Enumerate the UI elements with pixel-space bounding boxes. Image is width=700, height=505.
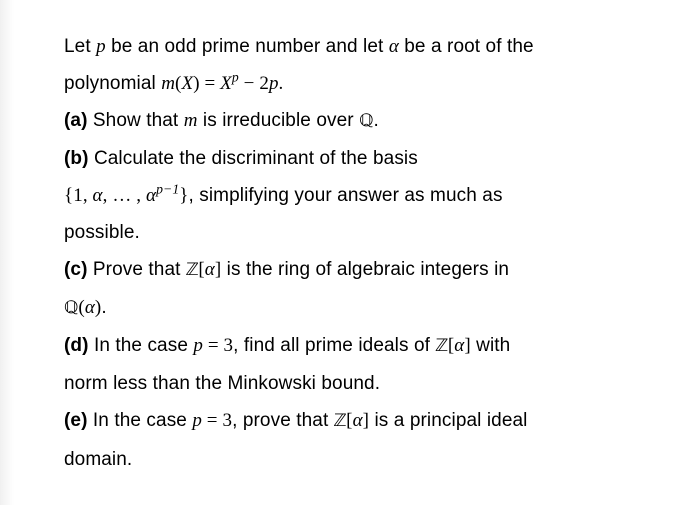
var-alpha: α [353,410,363,431]
eq3: = 3 [202,410,232,431]
var-X: X [220,73,232,94]
set-Z: ℤ [186,261,198,280]
var-alpha: α [205,259,215,280]
text: In the case [88,410,193,431]
one: 1, [73,185,92,206]
var-p: p [269,73,279,94]
left-margin-shadow [0,0,14,505]
period: . [279,73,284,94]
text: be an odd prime number and let [106,36,389,57]
brace-open: { [64,185,73,206]
line-c2: ℚ(α). [64,289,660,327]
text: Prove that [88,259,186,280]
text: polynomial [64,73,161,94]
line-b1: (b) Calculate the discriminant of the ba… [64,140,660,177]
text: with [471,335,511,356]
text: Let [64,36,96,57]
text: , simplifying your answer as much as [189,185,503,206]
var-X: X [181,73,193,94]
brace-close: } [179,185,188,206]
text: , find all prime ideals of [233,335,435,356]
line-c1: (c) Prove that ℤ[α] is the ring of algeb… [64,251,660,289]
text: In the case [89,335,194,356]
line-e1: (e) In the case p = 3, prove that ℤ[α] i… [64,402,660,440]
text: Calculate the discriminant of the basis [89,148,418,169]
var-m: m [161,73,175,94]
text: Show that [88,110,184,131]
text: is the ring of algebraic integers in [221,259,509,280]
var-p: p [96,36,106,57]
line-e2: domain. [64,441,660,478]
var-p: p [192,410,202,431]
var-alpha: α [93,185,103,206]
exp-p: p [232,70,239,85]
eq3: = 3 [203,335,233,356]
var-p: p [193,335,203,356]
var-alpha: α [389,36,399,57]
line-b2: {1, α, … , αp−1}, simplifying your answe… [64,177,660,214]
var-alpha: α [454,335,464,356]
line-b3: possible. [64,214,660,251]
line-d1: (d) In the case p = 3, find all prime id… [64,327,660,365]
var-m: m [184,110,198,131]
period: . [373,110,378,131]
text: be a root of the [399,36,534,57]
part-e-label: (e) [64,410,88,431]
text: possible. [64,222,140,243]
eq: = [200,73,221,94]
exp-pm1: p−1 [156,182,179,197]
text: is a principal ideal [369,410,527,431]
num-2: 2 [259,73,269,94]
text: , prove that [232,410,334,431]
var-alpha: α [85,297,95,318]
line-a: (a) Show that m is irreducible over ℚ. [64,102,660,140]
part-d-label: (d) [64,335,89,356]
set-Q: ℚ [359,112,373,131]
period: . [101,297,106,318]
ellipsis: , … , [103,185,146,206]
line-2: polynomial m(X) = Xp − 2p. [64,65,660,102]
part-a-label: (a) [64,110,88,131]
line-1: Let p be an odd prime number and let α b… [64,28,660,65]
text: domain. [64,449,132,470]
part-c-label: (c) [64,259,88,280]
var-alpha: α [146,185,156,206]
minus: − [239,73,260,94]
line-d2: norm less than the Minkowski bound. [64,365,660,402]
set-Q: ℚ [64,299,78,318]
set-Z: ℤ [435,337,447,356]
text: is irreducible over [198,110,360,131]
part-b-label: (b) [64,148,89,169]
set-Z: ℤ [334,412,346,431]
text: norm less than the Minkowski bound. [64,373,380,394]
